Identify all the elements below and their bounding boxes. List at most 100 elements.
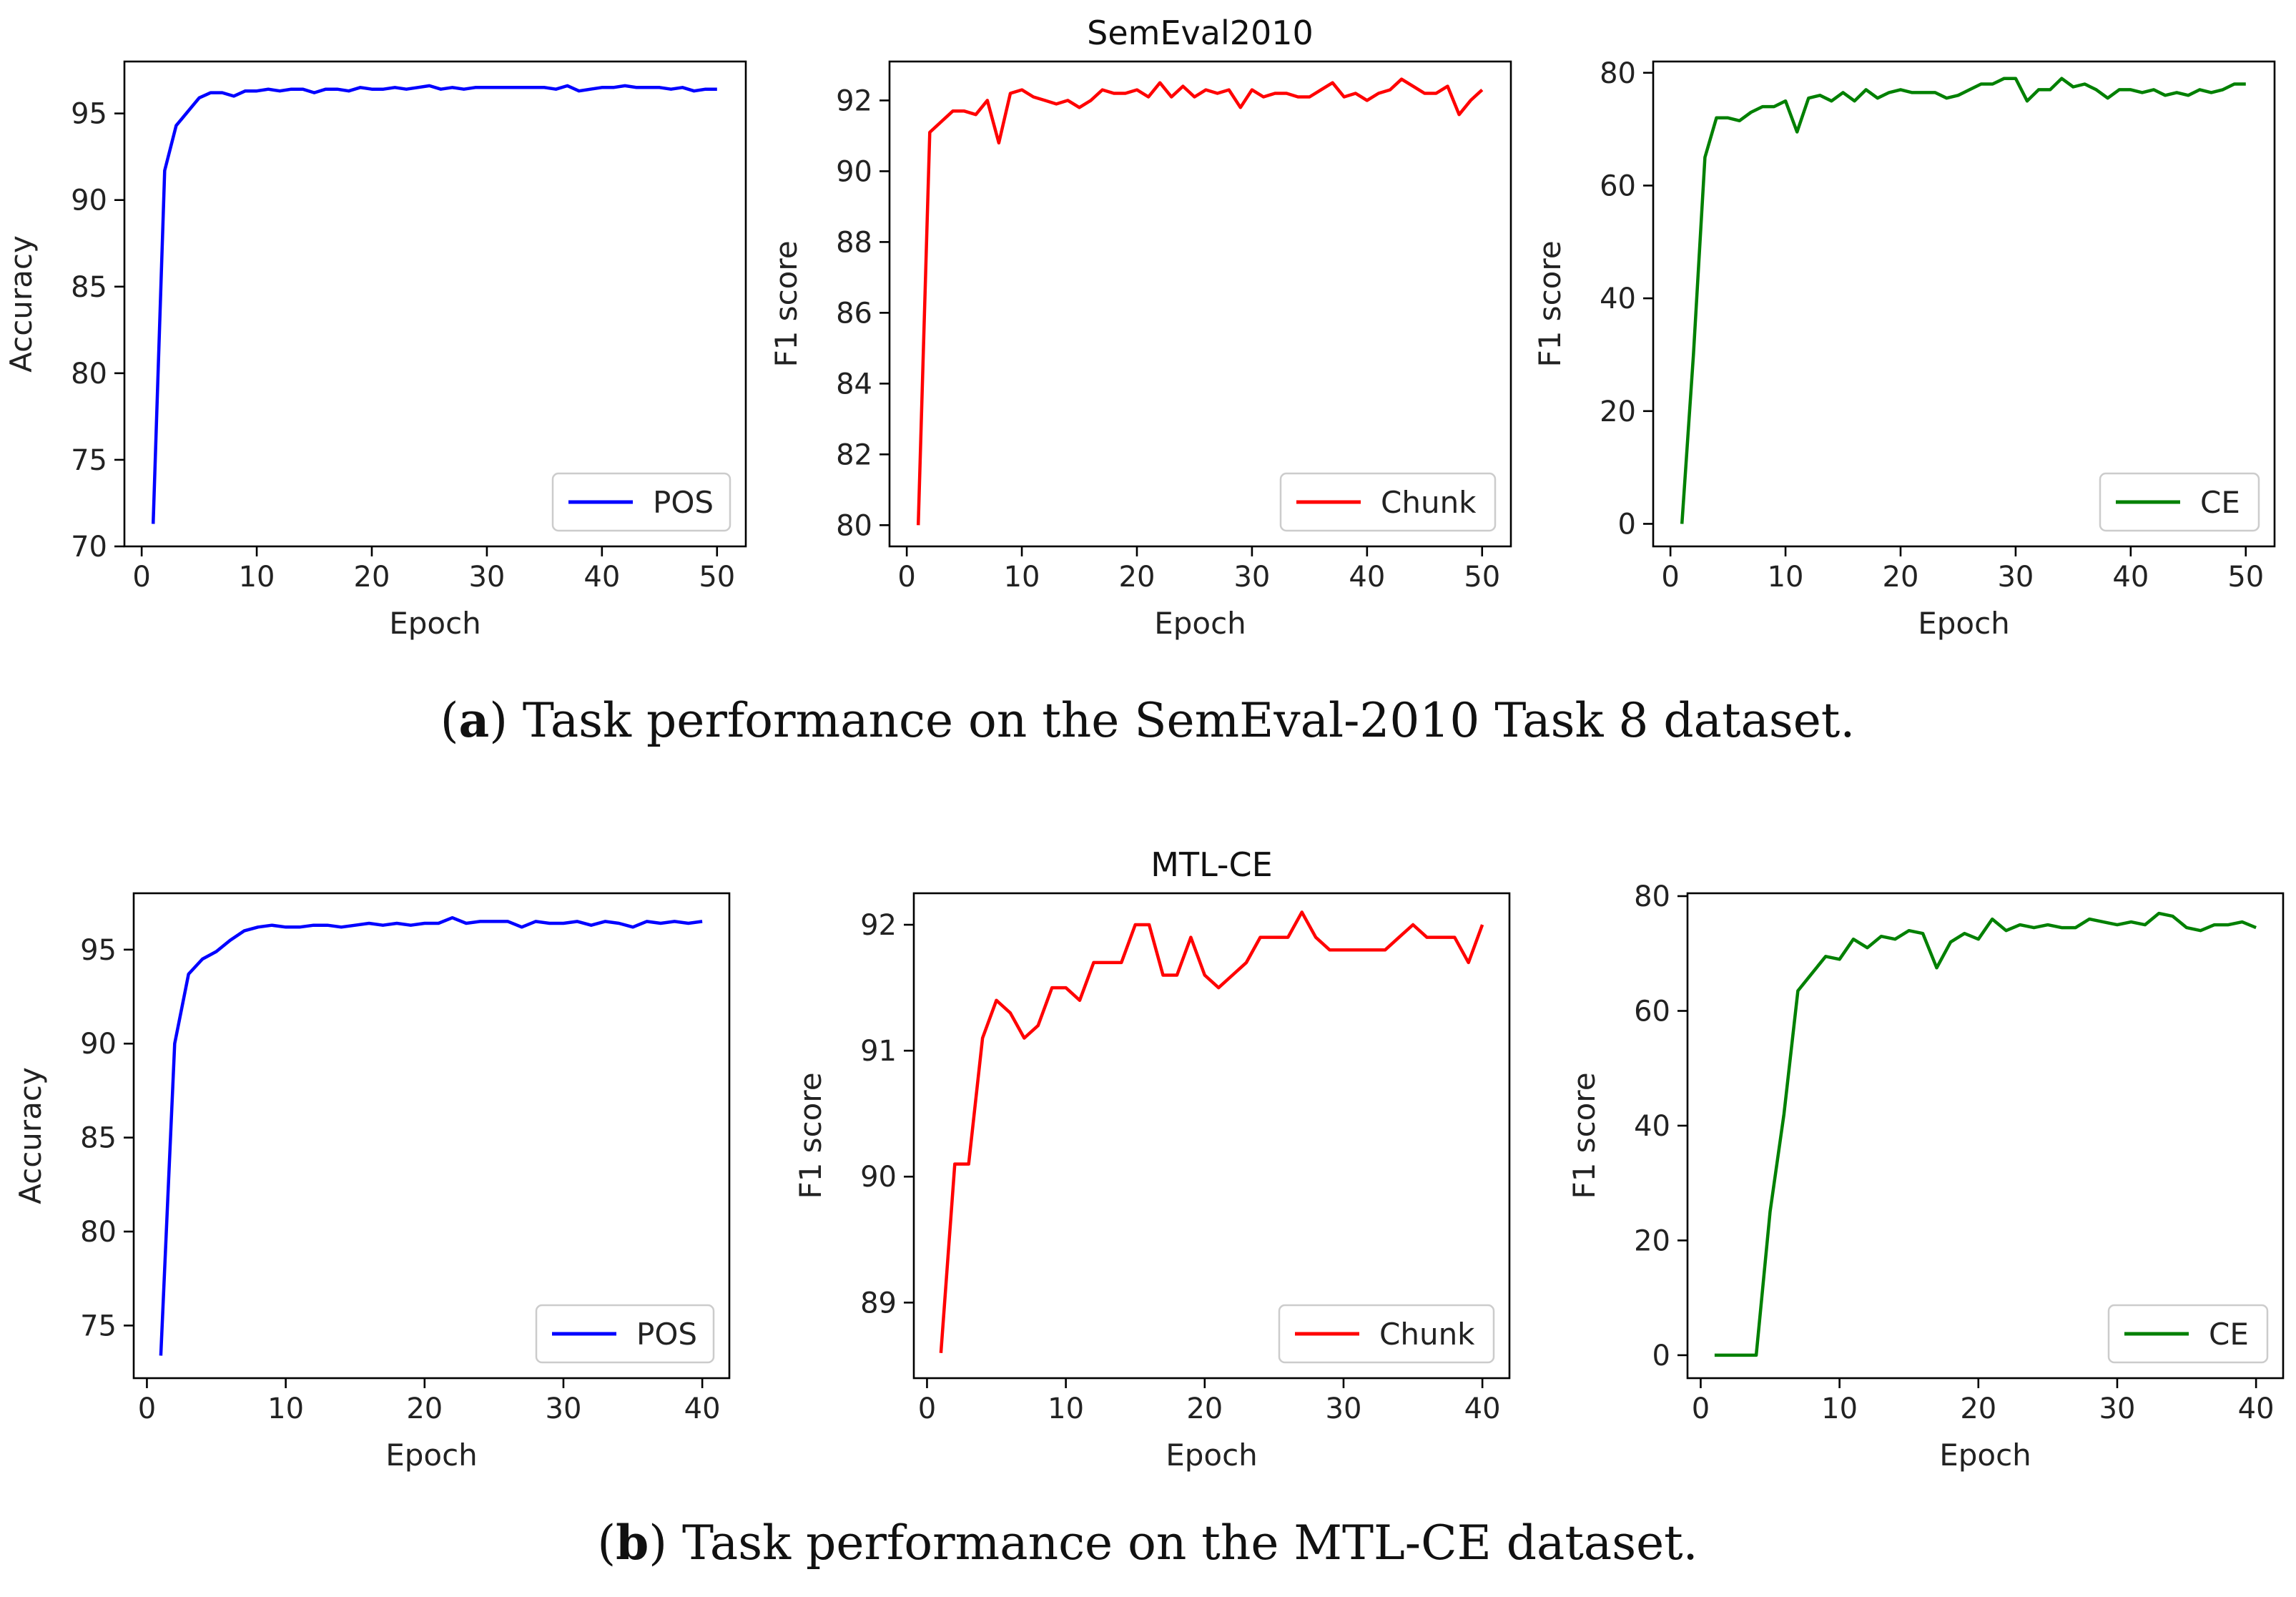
caption-a-text: ) Task performance on the SemEval-2010 T… — [489, 693, 1855, 748]
x-tick-label: 10 — [1004, 561, 1040, 594]
x-tick-label: 20 — [1960, 1392, 1996, 1425]
chart-4: 0 10 20 30 40 75 80 85 90 95 Epoch Accuracy POS — [13, 892, 731, 1473]
y-tick-label: 60 — [1634, 995, 1670, 1028]
y-tick-label: 0 — [1618, 508, 1636, 541]
series-line-ce — [1680, 77, 2246, 524]
series-line-pos — [159, 915, 703, 1356]
legend-label: CE — [2200, 485, 2240, 520]
caption-a-open-paren: ( — [440, 693, 459, 748]
chart-6: 0 10 20 30 40 0 20 40 60 80 Epoch F1 score CE — [1567, 880, 2285, 1473]
y-tick-label: 88 — [836, 226, 872, 259]
chart-2: 0 10 20 30 40 50 80 82 84 86 88 90 92 Epoch F1 score Se… — [769, 14, 1512, 641]
y-tick-label: 92 — [860, 909, 897, 942]
caption-b-letter: b — [616, 1515, 649, 1571]
x-axis-label: Epoch — [1154, 606, 1246, 641]
x-tick-label: 10 — [267, 1392, 304, 1425]
y-tick-label: 90 — [860, 1161, 897, 1194]
x-tick-label: 40 — [1464, 1392, 1501, 1425]
y-axis-label: F1 score — [1567, 1072, 1602, 1199]
caption-a-letter: a — [458, 692, 489, 748]
x-tick-label: 10 — [1048, 1392, 1084, 1425]
x-tick-label: 50 — [699, 561, 735, 594]
y-tick-label: 95 — [80, 934, 117, 967]
y-tick-label: 70 — [71, 531, 107, 564]
y-tick-label: 85 — [71, 271, 107, 304]
y-tick-label: 80 — [80, 1216, 117, 1249]
y-tick-label: 84 — [836, 368, 872, 401]
legend: POS — [551, 472, 731, 532]
y-axis-label: F1 score — [769, 240, 804, 367]
x-tick-label: 0 — [132, 561, 150, 594]
y-tick-label: 80 — [836, 509, 872, 542]
x-tick-label: 40 — [2238, 1392, 2275, 1425]
y-tick-label: 80 — [1600, 57, 1636, 90]
legend: CE — [2107, 1304, 2269, 1364]
chart-title: MTL-CE — [1151, 845, 1272, 884]
series-line-chunk — [939, 910, 1484, 1353]
caption-b-open-paren: ( — [597, 1515, 616, 1571]
y-tick-label: 91 — [860, 1035, 897, 1068]
y-tick-label: 40 — [1600, 282, 1636, 315]
x-tick-label: 0 — [1661, 561, 1679, 594]
legend: CE — [2099, 472, 2260, 532]
x-tick-label: 0 — [1692, 1392, 1710, 1425]
x-tick-label: 50 — [2227, 561, 2264, 594]
x-tick-label: 30 — [468, 561, 505, 594]
x-tick-label: 40 — [1349, 561, 1385, 594]
y-tick-label: 80 — [1634, 880, 1670, 913]
y-tick-label: 80 — [71, 358, 107, 390]
x-tick-label: 0 — [918, 1392, 936, 1425]
y-tick-label: 75 — [80, 1309, 117, 1342]
x-tick-label: 30 — [1326, 1392, 1362, 1425]
plot-frame — [132, 892, 731, 1380]
x-tick-label: 30 — [1233, 561, 1270, 594]
x-tick-label: 30 — [546, 1392, 582, 1425]
x-axis-label: Epoch — [385, 1438, 478, 1473]
x-tick-label: 30 — [2099, 1392, 2136, 1425]
legend: Chunk — [1279, 472, 1497, 532]
y-tick-label: 20 — [1600, 395, 1636, 428]
y-tick-label: 82 — [836, 438, 872, 471]
x-tick-label: 10 — [239, 561, 275, 594]
x-tick-label: 10 — [1821, 1392, 1858, 1425]
y-tick-label: 40 — [1634, 1110, 1670, 1143]
x-tick-label: 20 — [406, 1392, 443, 1425]
y-tick-label: 20 — [1634, 1224, 1670, 1257]
legend-label: POS — [653, 485, 714, 520]
legend-box — [1279, 472, 1497, 532]
y-axis-label: F1 score — [1532, 240, 1567, 367]
plot-frame — [1652, 60, 2276, 548]
legend-box — [1278, 1304, 1495, 1364]
x-tick-label: 30 — [1997, 561, 2034, 594]
y-tick-label: 0 — [1652, 1340, 1670, 1372]
x-tick-label: 20 — [1119, 561, 1156, 594]
chart-5: 0 10 20 30 40 89 90 91 92 Epoch F1 score MTL-CE Chun… — [793, 845, 1511, 1473]
y-tick-label: 60 — [1600, 169, 1636, 202]
x-tick-label: 50 — [1464, 561, 1500, 594]
y-axis-label: Accuracy — [4, 235, 39, 373]
x-tick-label: 40 — [583, 561, 620, 594]
legend-label: POS — [636, 1317, 697, 1352]
y-tick-label: 89 — [860, 1287, 897, 1320]
x-tick-label: 20 — [1186, 1392, 1223, 1425]
x-tick-label: 0 — [138, 1392, 156, 1425]
x-tick-label: 0 — [897, 561, 915, 594]
x-tick-label: 40 — [684, 1392, 721, 1425]
chart-1: 0 10 20 30 40 50 70 75 80 85 90 95 Epoch Accuracy POS — [4, 60, 747, 641]
caption-b-text: ) Task performance on the MTL-CE dataset… — [649, 1515, 1698, 1571]
plot-frame — [1686, 892, 2285, 1380]
y-tick-label: 90 — [71, 185, 107, 217]
caption-b: (b) Task performance on the MTL-CE datas… — [597, 1515, 1698, 1571]
legend-label: Chunk — [1381, 485, 1477, 520]
x-tick-label: 10 — [1768, 561, 1804, 594]
chart-title: SemEval2010 — [1087, 14, 1314, 52]
x-tick-label: 20 — [354, 561, 390, 594]
x-axis-label: Epoch — [1166, 1438, 1258, 1473]
y-axis-label: F1 score — [793, 1072, 828, 1199]
x-axis-label: Epoch — [1939, 1438, 2031, 1473]
legend-box — [535, 1304, 715, 1364]
x-axis-label: Epoch — [1918, 606, 2010, 641]
legend: POS — [535, 1304, 715, 1364]
x-axis-label: Epoch — [389, 606, 481, 641]
legend-label: Chunk — [1379, 1317, 1475, 1352]
